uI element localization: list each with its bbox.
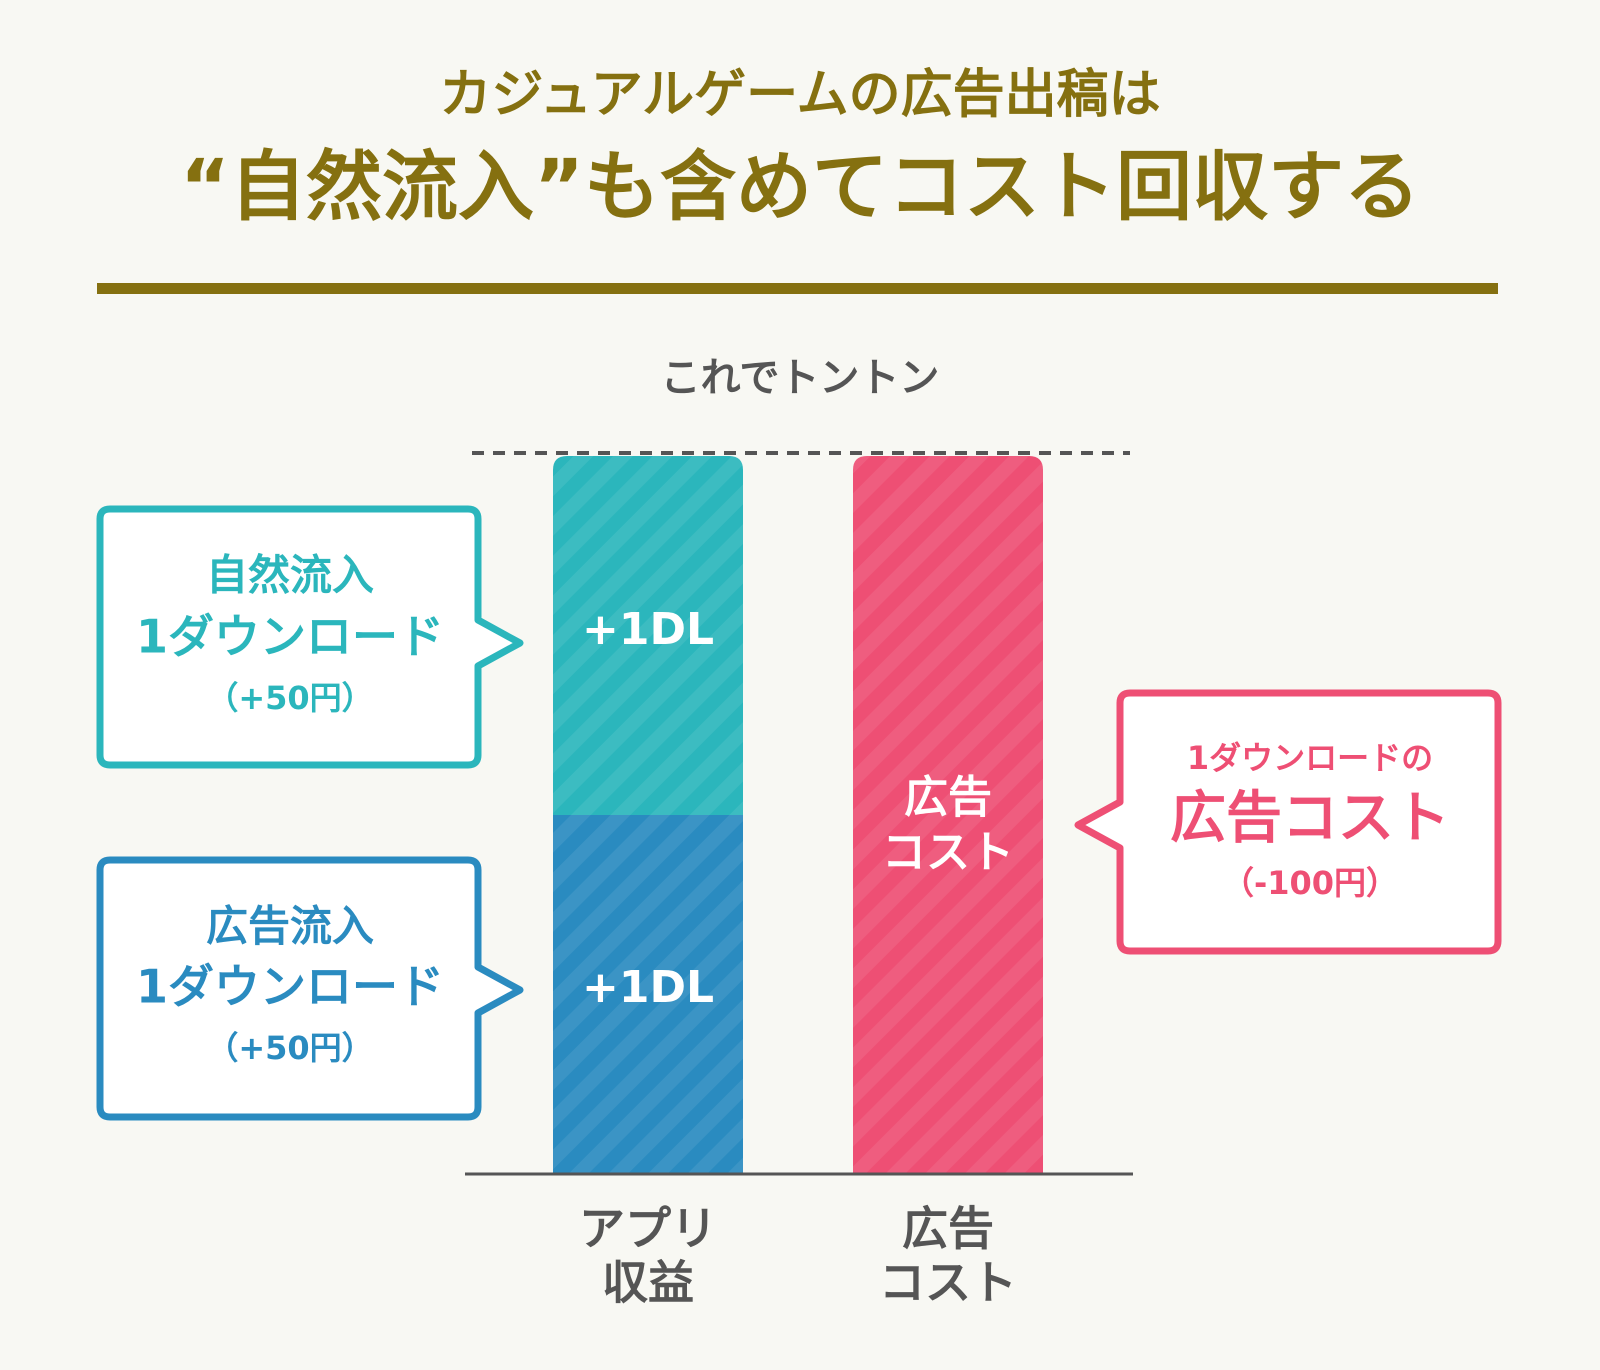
callout-text: 自然流入 — [206, 551, 374, 600]
callout-text: 広告コスト — [1170, 786, 1450, 851]
category-label: アプリ — [579, 1202, 717, 1256]
balance-label: これでトントン — [661, 355, 940, 401]
callout-box — [1074, 689, 1502, 955]
callout-text: （-100円） — [1222, 864, 1398, 902]
category-label: 広告 — [902, 1202, 994, 1256]
callout-text: （+50円） — [206, 679, 373, 717]
bar-stripes — [553, 815, 743, 1173]
category-label: コスト — [879, 1256, 1017, 1310]
callout-text: 1ダウンロードの — [1187, 739, 1433, 777]
title-rule — [97, 283, 1498, 294]
category-label: 収益 — [602, 1256, 694, 1310]
bar-stripes — [553, 456, 743, 815]
title-line2: “自然流入”も含めてコスト回収する — [180, 142, 1420, 231]
bar-inner-label: コスト — [882, 827, 1014, 878]
title-line1: カジュアルゲームの広告出稿は — [439, 65, 1160, 125]
callout-text: 広告流入 — [206, 902, 374, 951]
callout-text: 1ダウンロード — [136, 960, 444, 1014]
callout-text: 1ダウンロード — [136, 610, 444, 664]
segment-label: +1DL — [582, 604, 714, 655]
bar-stripes — [853, 456, 1043, 1173]
segment-label: +1DL — [582, 962, 714, 1013]
callout-box — [96, 856, 524, 1121]
callout-box — [96, 505, 524, 769]
bar-inner-label: 広告 — [904, 772, 992, 823]
callout-text: （+50円） — [206, 1029, 373, 1067]
